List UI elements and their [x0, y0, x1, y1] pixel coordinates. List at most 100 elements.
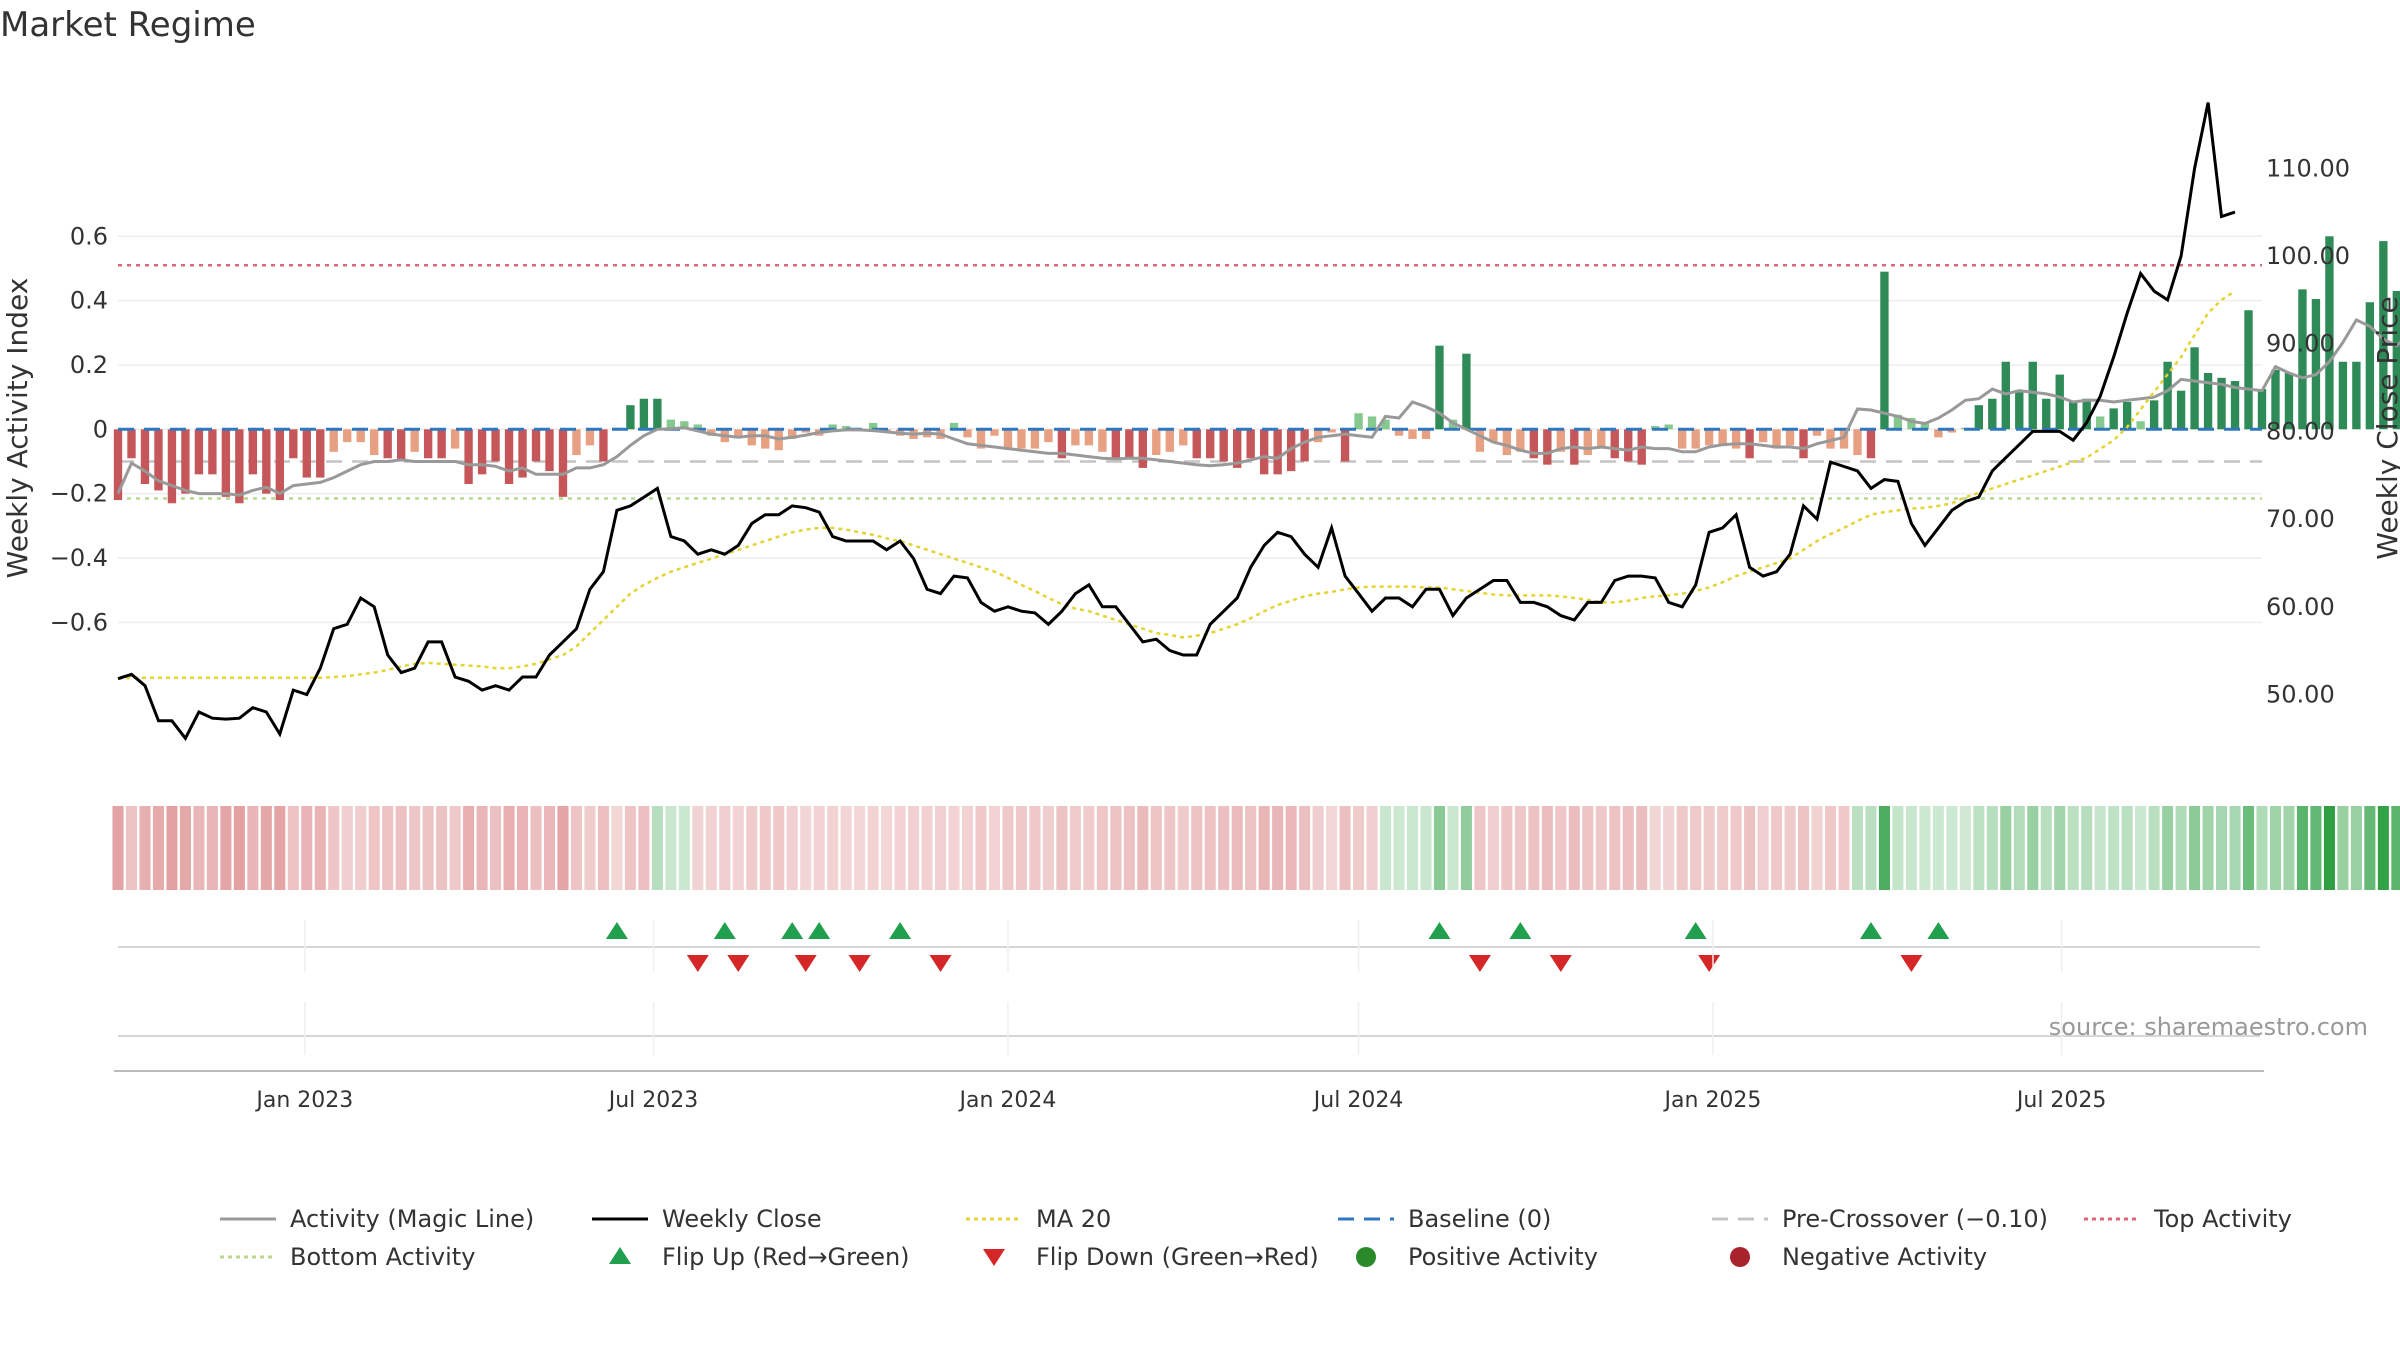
- activity-bar: [1799, 429, 1808, 459]
- activity-bar: [1893, 414, 1903, 430]
- regime-strip-cell: [1096, 806, 1108, 890]
- flip-down-marker: [727, 955, 750, 972]
- regime-strip-cell: [1326, 806, 1338, 890]
- regime-strip-cell: [773, 806, 785, 890]
- activity-bar: [356, 429, 365, 443]
- activity-bar: [450, 429, 460, 449]
- regime-strip-cell: [2391, 806, 2400, 890]
- activity-bar: [1300, 429, 1309, 462]
- regime-strip-cell: [422, 806, 434, 890]
- regime-strip-cell: [2067, 806, 2079, 890]
- regime-strip-cell: [1312, 806, 1324, 890]
- regime-strip-cell: [1002, 806, 1014, 890]
- source-text: source: sharemaestro.com: [2049, 1013, 2368, 1041]
- activity-bar: [1421, 429, 1431, 439]
- regime-strip-cell: [1487, 806, 1499, 890]
- activity-bar: [1502, 429, 1512, 456]
- regime-strip-cell: [1595, 806, 1607, 890]
- activity-bar: [167, 429, 177, 504]
- regime-strip-cell: [1824, 806, 1837, 890]
- regime-strip-cell: [1555, 806, 1567, 890]
- activity-bar: [1327, 429, 1336, 433]
- activity-bar: [2055, 374, 2064, 430]
- activity-bar: [1516, 429, 1525, 452]
- activity-bar: [2203, 373, 2213, 430]
- y-right-tick-label: 70.00: [2266, 505, 2335, 533]
- legend-item: Negative Activity: [1730, 1243, 1987, 1271]
- regime-strip-cell: [166, 806, 178, 890]
- y-left-tick-label: −0.4: [50, 544, 108, 572]
- regime-strip-cell: [368, 806, 380, 890]
- activity-bar: [1003, 429, 1013, 449]
- regime-strip-cell: [2256, 806, 2268, 890]
- y-left-tick-label: 0.6: [70, 222, 108, 250]
- regime-strip-cell: [1649, 806, 1661, 890]
- legend-label: Flip Down (Green→Red): [1036, 1243, 1319, 1271]
- activity-bar: [1529, 429, 1539, 459]
- activity-bar: [1691, 429, 1700, 449]
- activity-bar: [1273, 429, 1282, 475]
- activity-bar: [194, 429, 204, 475]
- activity-bar: [316, 429, 325, 478]
- regime-strip-cell: [152, 806, 164, 890]
- activity-bar: [693, 424, 703, 430]
- activity-bar: [1246, 429, 1255, 459]
- regime-strip-cell: [935, 806, 947, 890]
- activity-bar: [221, 429, 231, 497]
- regime-strip-cell: [908, 806, 920, 890]
- regime-strip-cell: [2013, 806, 2025, 890]
- legend-label: Activity (Magic Line): [290, 1205, 534, 1233]
- regime-strip-cell: [543, 806, 556, 890]
- activity-bar: [2176, 390, 2186, 430]
- activity-bar: [1610, 429, 1619, 459]
- activity-bar: [343, 429, 352, 443]
- activity-bar: [761, 429, 770, 449]
- regime-strip-cell: [301, 806, 313, 890]
- regime-strip-cell: [759, 806, 771, 890]
- activity-bar: [235, 429, 244, 504]
- activity-bar: [599, 429, 608, 462]
- activity-bar: [2136, 421, 2145, 430]
- activity-bar: [2096, 416, 2105, 430]
- regime-strip-cell: [449, 806, 461, 890]
- activity-bar: [1017, 429, 1026, 449]
- activity-bar: [1974, 405, 1984, 430]
- activity-bar: [666, 419, 676, 430]
- regime-strip-cell: [2296, 806, 2308, 890]
- regime-strip-cell: [1811, 806, 1823, 890]
- regime-strip-cell: [665, 806, 677, 890]
- regime-strip-cell: [206, 806, 218, 890]
- regime-strip-cell: [1474, 806, 1486, 890]
- regime-strip-cell: [1892, 806, 1904, 890]
- legend: Activity (Magic Line) Weekly Close MA 20 Ba…: [220, 1205, 2292, 1271]
- flip-down-marker: [794, 955, 817, 972]
- legend-label: Pre-Crossover (−0.10): [1782, 1205, 2048, 1233]
- activity-bar: [1435, 345, 1444, 430]
- activity-bar: [2190, 347, 2199, 430]
- activity-bar: [1934, 429, 1943, 438]
- regime-strip-cell: [2148, 806, 2160, 890]
- regime-strip-cell: [597, 806, 609, 890]
- regime-strip-cell: [1919, 806, 1931, 890]
- y-right-tick-label: 100.00: [2266, 242, 2350, 270]
- regime-strip-cell: [2242, 806, 2255, 890]
- activity-bar: [1785, 429, 1795, 446]
- activity-bar: [477, 429, 487, 475]
- activity-bar: [990, 429, 999, 436]
- activity-bar: [2325, 236, 2334, 430]
- regime-strip-cell: [1568, 806, 1580, 890]
- activity-bar: [2001, 361, 2010, 430]
- activity-bar: [1556, 429, 1565, 452]
- regime-strip-cell: [2135, 806, 2147, 890]
- regime-strip-cell: [2350, 806, 2362, 890]
- activity-bar: [1543, 429, 1552, 465]
- regime-strip-cell: [1433, 806, 1445, 890]
- activity-bar: [140, 429, 150, 484]
- regime-strip-cell: [1056, 806, 1068, 890]
- activity-bar: [1664, 424, 1673, 430]
- activity-bar: [1367, 416, 1377, 430]
- activity-bar: [1651, 426, 1660, 430]
- regime-strip-cell: [1905, 806, 1917, 890]
- activity-bar: [2352, 361, 2361, 430]
- reference-lines: [118, 263, 2262, 500]
